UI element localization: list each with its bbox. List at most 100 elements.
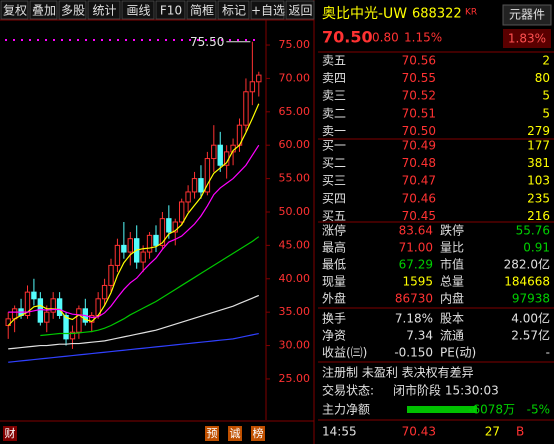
- tick-time: 14:55: [322, 425, 357, 439]
- y-tick-label: 70.00: [279, 71, 311, 84]
- candle-body: [191, 178, 198, 193]
- book-price: 70.52: [402, 89, 436, 103]
- book-label: 卖四: [322, 71, 346, 85]
- change: 0.80: [372, 31, 399, 45]
- candle-body: [153, 234, 159, 246]
- stat-label: 流通: [440, 329, 464, 343]
- book-volume: 5: [542, 106, 550, 120]
- toolbar-label[interactable]: 返回: [288, 4, 312, 18]
- candle-body: [198, 178, 204, 193]
- badge[interactable]: 预: [207, 427, 218, 440]
- y-tick-label: 40.00: [279, 272, 311, 285]
- stat-value: 86730: [395, 292, 433, 306]
- candle-body: [50, 298, 56, 313]
- stat-label: 收益(㈢): [322, 346, 367, 360]
- book-label: 卖三: [322, 89, 346, 103]
- toolbar-button[interactable]: [0, 0, 29, 20]
- flow-value: -6078万: [468, 403, 515, 417]
- book-label: 卖一: [322, 124, 346, 138]
- toolbar-label[interactable]: 画线: [126, 4, 150, 18]
- book-label: 买四: [322, 191, 346, 205]
- toolbar-button[interactable]: [58, 0, 87, 20]
- toolbar-label[interactable]: 统计: [92, 4, 116, 18]
- stat-value: 55.76: [516, 224, 550, 238]
- book-volume: 5: [542, 89, 550, 103]
- annotation: 75.50: [190, 35, 224, 49]
- badge[interactable]: 榜: [253, 426, 264, 440]
- toolbar-label[interactable]: 标记: [222, 4, 246, 18]
- candle-body: [127, 238, 133, 253]
- ma-line: [8, 332, 259, 363]
- stat-label: PE(动): [440, 346, 476, 360]
- toolbar-button[interactable]: [29, 0, 58, 20]
- y-tick-label: 35.00: [279, 305, 311, 318]
- tick-volume: 27: [485, 425, 500, 439]
- toolbar-label[interactable]: 简框: [190, 4, 214, 18]
- toolbar-label[interactable]: 叠加: [32, 4, 56, 18]
- toolbar-button[interactable]: [217, 0, 250, 20]
- book-label: 买二: [322, 156, 346, 170]
- candle-body: [172, 221, 178, 233]
- ma-line: [8, 144, 260, 319]
- flow-pct: -5%: [527, 403, 550, 417]
- tick-price: 70.43: [402, 425, 436, 439]
- stat-value: 97938: [512, 292, 550, 306]
- ma-line: [8, 294, 260, 350]
- toolbar-label[interactable]: F10: [160, 4, 182, 18]
- book-label: 卖五: [322, 54, 346, 68]
- candle-body: [56, 298, 63, 316]
- toolbar-label[interactable]: 复权: [3, 4, 27, 18]
- candle-body: [166, 218, 172, 233]
- badge-box: [251, 426, 265, 441]
- candle-body: [114, 244, 121, 266]
- toolbar-button[interactable]: [285, 0, 315, 20]
- book-price: 70.47: [402, 174, 436, 188]
- book-price: 70.55: [402, 71, 436, 85]
- toolbar-button[interactable]: [155, 0, 186, 20]
- candle-body: [146, 234, 153, 253]
- toolbar-label[interactable]: 多股: [61, 4, 85, 18]
- stat-label: 换手: [322, 312, 346, 326]
- candle-body: [69, 331, 76, 340]
- y-tick-label: 60.00: [279, 138, 311, 151]
- badge[interactable]: 财: [5, 426, 16, 440]
- stat-label: 量比: [440, 241, 464, 255]
- stat-value: 184668: [504, 275, 550, 289]
- flow-label: 主力净额: [322, 403, 370, 417]
- flow-bar: [407, 406, 477, 413]
- toolbar-button[interactable]: [87, 0, 121, 20]
- y-tick-label: 55.00: [279, 172, 311, 185]
- y-tick-label: 75.00: [279, 38, 311, 51]
- book-price: 70.46: [402, 191, 436, 205]
- tags: 注册制 未盈利 表决权有差异: [322, 365, 474, 380]
- candle-body: [44, 311, 50, 323]
- candle-body: [101, 284, 108, 300]
- stat-label: 内盘: [440, 291, 464, 306]
- toolbar-button[interactable]: [186, 0, 217, 20]
- stat-value: 2.57亿: [511, 328, 550, 343]
- toolbar-label[interactable]: +自选: [251, 4, 285, 18]
- stat-label: 股本: [440, 312, 464, 326]
- toolbar-button[interactable]: [250, 0, 285, 20]
- stat-value: 71.00: [399, 241, 433, 255]
- toolbar-button[interactable]: [121, 0, 155, 20]
- candle-body: [243, 91, 249, 126]
- stat-label: 市值: [440, 257, 464, 272]
- book-price: 70.50: [402, 124, 436, 138]
- badge[interactable]: 诚: [230, 427, 241, 440]
- ma-line: [40, 236, 260, 337]
- stat-label: 最低: [322, 258, 346, 272]
- candle-body: [37, 298, 44, 323]
- sector-button[interactable]: [502, 4, 552, 26]
- book-volume: 235: [527, 191, 550, 205]
- book-price: 70.48: [402, 156, 436, 170]
- book-volume: 2: [542, 54, 550, 68]
- book-label: 卖二: [322, 106, 346, 120]
- sector[interactable]: 元器件: [509, 8, 545, 22]
- stat-value: 83.64: [399, 224, 433, 238]
- book-volume: 80: [535, 71, 550, 85]
- y-tick-label: 30.00: [279, 339, 311, 352]
- book-price: 70.56: [402, 54, 436, 68]
- candle-body: [217, 144, 223, 166]
- book-volume: 279: [527, 124, 550, 138]
